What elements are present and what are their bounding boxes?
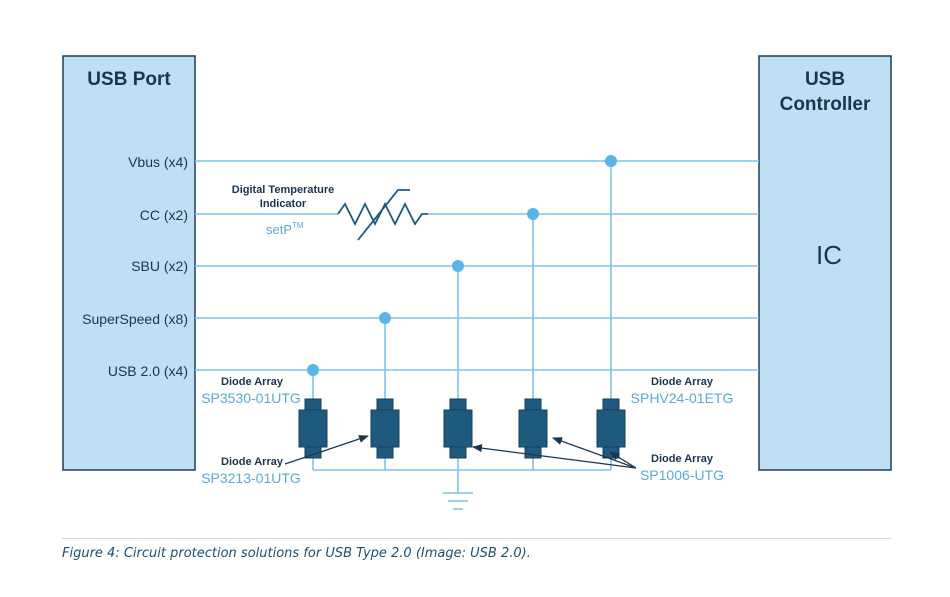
arrow-sp3213 [284,435,369,465]
temp-indicator-label-line2: Indicator [260,198,307,210]
caption-divider [62,538,891,539]
node-superspeed [379,312,391,324]
node-sbu [452,260,464,272]
diode-label-sp3213: Diode Array [221,456,284,468]
signal-label-cc: CC (x2) [140,207,188,223]
diode-superspeed [370,398,400,459]
node-vbus [605,155,617,167]
arrow-sp1006-c [609,451,637,469]
diode-part-sp3213: SP3213-01UTG [201,470,301,486]
arrow-sp1006-a [472,444,637,469]
signal-label-vbus: Vbus (x4) [128,154,188,170]
diode-part-sphv24: SPHV24-01ETG [631,390,734,406]
temp-indicator-part: setPTM [266,221,304,237]
diode-part-sp3530: SP3530-01UTG [201,390,301,406]
diode-vbus [596,398,626,459]
diode-usb2 [298,398,328,459]
signal-label-sbu: SBU (x2) [131,258,188,274]
usb-controller-title-line2: Controller [780,94,871,115]
diode-label-sp3530: Diode Array [221,376,284,388]
node-usb2 [307,364,319,376]
usb-port-box [62,55,196,471]
temperature-indicator-symbol [337,189,428,241]
diode-label-sphv24: Diode Array [651,376,714,388]
diode-cc [518,398,548,459]
ic-label: IC [816,240,842,270]
usb-controller-box [758,55,892,471]
diode-label-sp1006: Diode Array [651,453,714,465]
temp-indicator-label-line1: Digital Temperature [232,184,335,196]
usb-controller-title-line1: USB [805,69,845,90]
signal-label-superspeed: SuperSpeed (x8) [82,311,188,327]
figure-caption: Figure 4: Circuit protection solutions f… [62,546,531,561]
node-cc [527,208,539,220]
usb-port-title: USB Port [87,69,171,90]
diode-part-sp1006: SP1006-UTG [640,467,724,483]
diode-sbu [443,398,473,459]
arrow-sp1006-b [552,437,637,469]
signal-label-usb2: USB 2.0 (x4) [108,363,188,379]
